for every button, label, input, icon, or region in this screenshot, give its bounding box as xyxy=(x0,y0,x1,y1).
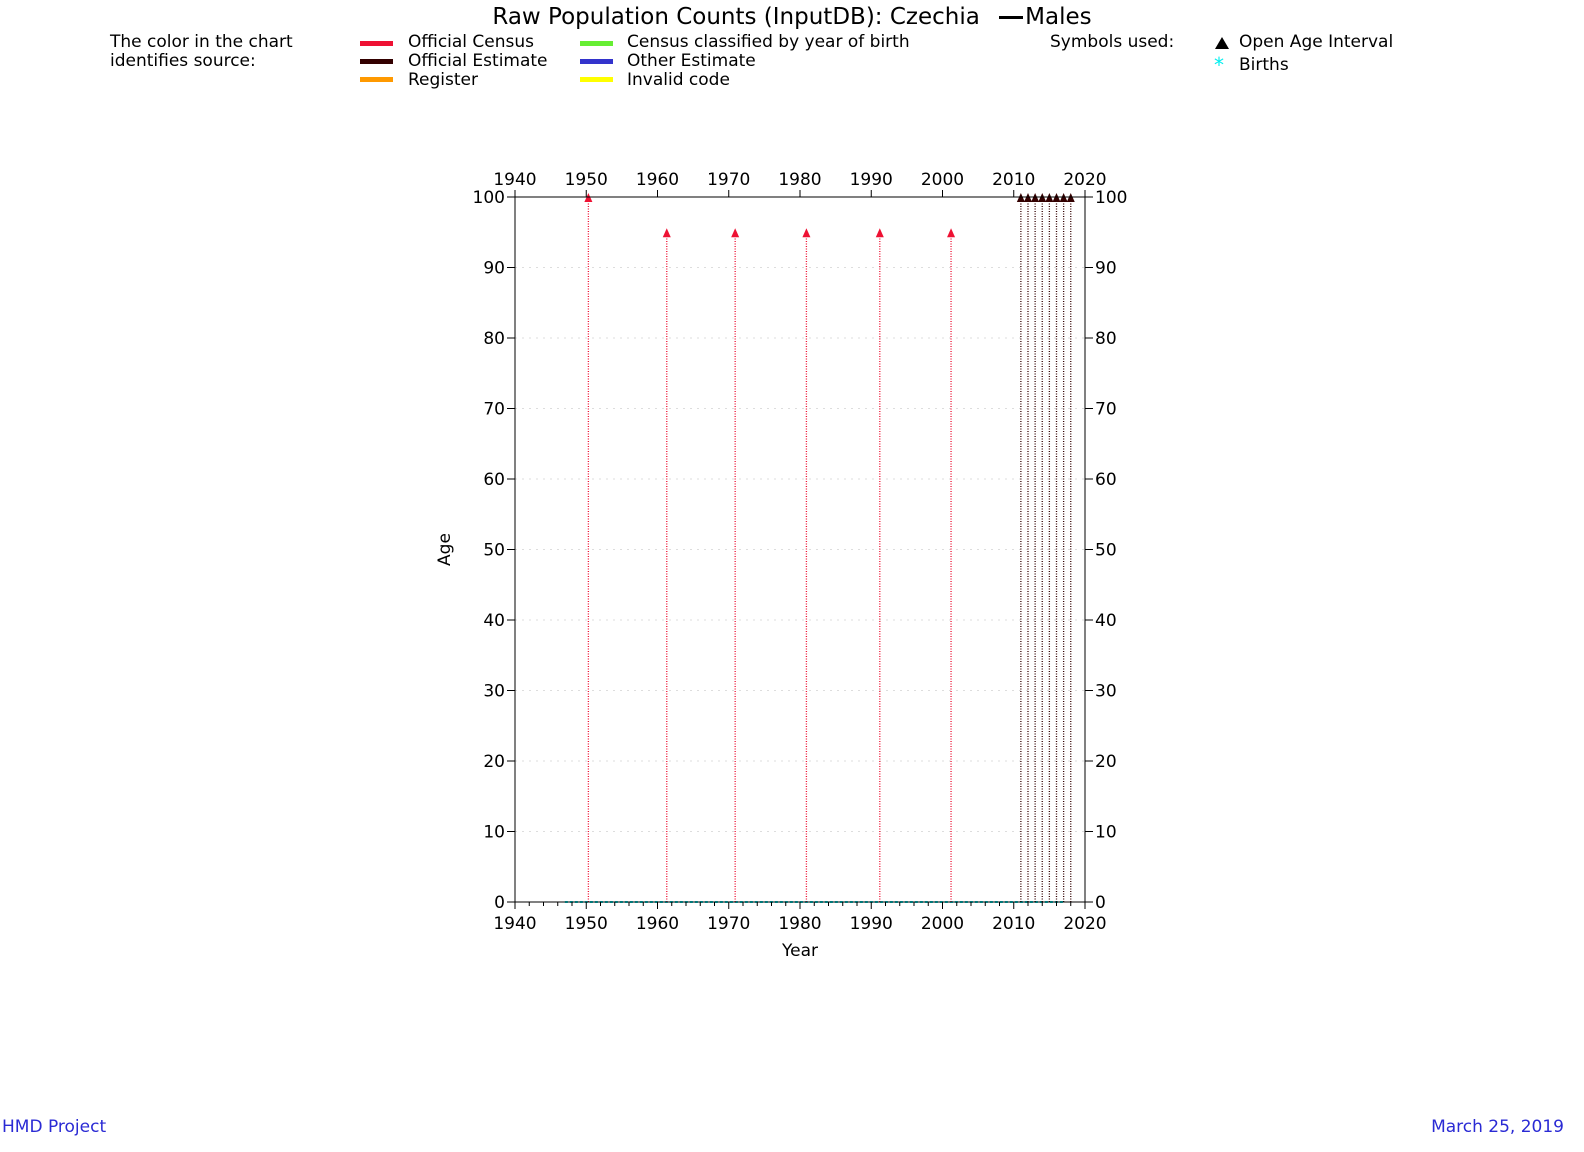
chart-title: Raw Population Counts (InputDB): Czechia… xyxy=(0,4,1584,30)
legend-label-other-estimate: Other Estimate xyxy=(627,51,756,71)
footer-left: HMD Project xyxy=(2,1117,107,1137)
y-tick-label-left: 40 xyxy=(483,611,505,631)
symbol-label-births: Births xyxy=(1239,55,1289,75)
x-axis-label: Year xyxy=(781,941,818,961)
y-tick-label-left: 80 xyxy=(483,329,505,349)
y-tick-label-left: 20 xyxy=(483,752,505,772)
symbol-label-open-age: Open Age Interval xyxy=(1239,32,1394,52)
y-tick-label-left: 10 xyxy=(483,823,505,843)
y-tick-label-left: 70 xyxy=(483,400,505,420)
y-tick-label-right: 20 xyxy=(1095,752,1117,772)
x-tick-label-bottom: 1950 xyxy=(565,914,608,934)
y-tick-label-left: 30 xyxy=(483,682,505,702)
x-tick-label-top: 2020 xyxy=(1063,170,1106,190)
triangle-up-icon xyxy=(1215,37,1229,49)
legend-swatch-register xyxy=(360,77,393,82)
x-tick-label-bottom: 1990 xyxy=(850,914,893,934)
y-axis-label: Age xyxy=(435,533,455,566)
legend-intro-line2: identifies source: xyxy=(110,51,256,71)
legend-swatch-census-by-birth-year xyxy=(580,41,613,46)
symbols-title: Symbols used: xyxy=(1050,32,1175,52)
open-age-triangle xyxy=(947,228,956,238)
x-tick-label-top: 1950 xyxy=(565,170,608,190)
asterisk-icon: * xyxy=(1214,53,1224,77)
x-tick-label-top: 1960 xyxy=(636,170,679,190)
x-tick-label-bottom: 1980 xyxy=(778,914,821,934)
legend-swatch-official-census xyxy=(360,41,393,46)
open-age-triangle xyxy=(802,228,811,238)
x-tick-label-top: 1940 xyxy=(493,170,536,190)
y-tick-label-left: 50 xyxy=(483,541,505,561)
sex-label: Males xyxy=(1025,4,1092,30)
y-tick-label-left: 100 xyxy=(473,188,505,208)
x-tick-label-bottom: 1970 xyxy=(707,914,750,934)
y-tick-label-right: 40 xyxy=(1095,611,1117,631)
x-tick-label-bottom: 1940 xyxy=(493,914,536,934)
y-tick-label-right: 10 xyxy=(1095,823,1117,843)
legend-intro-line1: The color in the chart xyxy=(110,32,293,52)
y-tick-label-right: 100 xyxy=(1095,188,1127,208)
legend-swatch-other-estimate xyxy=(580,59,613,64)
y-tick-label-right: 70 xyxy=(1095,400,1117,420)
open-age-triangle xyxy=(875,228,884,238)
legend-label-official-estimate: Official Estimate xyxy=(408,51,548,71)
x-tick-label-top: 1970 xyxy=(707,170,750,190)
x-tick-label-bottom: 1960 xyxy=(636,914,679,934)
grid xyxy=(515,267,1085,832)
y-tick-label-right: 0 xyxy=(1095,893,1106,913)
legend-swatch-official-estimate xyxy=(360,59,393,64)
x-tick-label-top: 1990 xyxy=(850,170,893,190)
open-age-triangle xyxy=(731,228,740,238)
y-tick-label-right: 60 xyxy=(1095,470,1117,490)
x-tick-label-bottom: 2020 xyxy=(1063,914,1106,934)
x-tick-label-top: 2000 xyxy=(921,170,964,190)
legend-swatch-invalid-code xyxy=(580,77,613,82)
x-tick-label-bottom: 2000 xyxy=(921,914,964,934)
y-tick-label-left: 90 xyxy=(483,259,505,279)
y-tick-label-right: 30 xyxy=(1095,682,1117,702)
title-text: Raw Population Counts (InputDB): Czechia xyxy=(492,4,980,30)
footer-date: March 25, 2019 xyxy=(1431,1117,1564,1137)
y-tick-label-right: 50 xyxy=(1095,541,1117,561)
chart-marks xyxy=(564,193,1075,903)
sex-series-line-icon xyxy=(999,16,1024,19)
y-tick-label-right: 90 xyxy=(1095,259,1117,279)
legend-label-register: Register xyxy=(408,70,478,90)
legend-label-invalid-code: Invalid code xyxy=(627,70,730,90)
y-tick-label-left: 0 xyxy=(494,893,505,913)
open-age-triangle xyxy=(662,228,671,238)
x-tick-label-bottom: 2010 xyxy=(992,914,1035,934)
x-tick-label-top: 2010 xyxy=(992,170,1035,190)
legend-label-official-census: Official Census xyxy=(408,32,535,52)
y-tick-label-left: 60 xyxy=(483,470,505,490)
y-tick-label-right: 80 xyxy=(1095,329,1117,349)
x-tick-label-top: 1980 xyxy=(778,170,821,190)
legend-label-census-by-birth-year: Census classified by year of birth xyxy=(627,32,910,52)
